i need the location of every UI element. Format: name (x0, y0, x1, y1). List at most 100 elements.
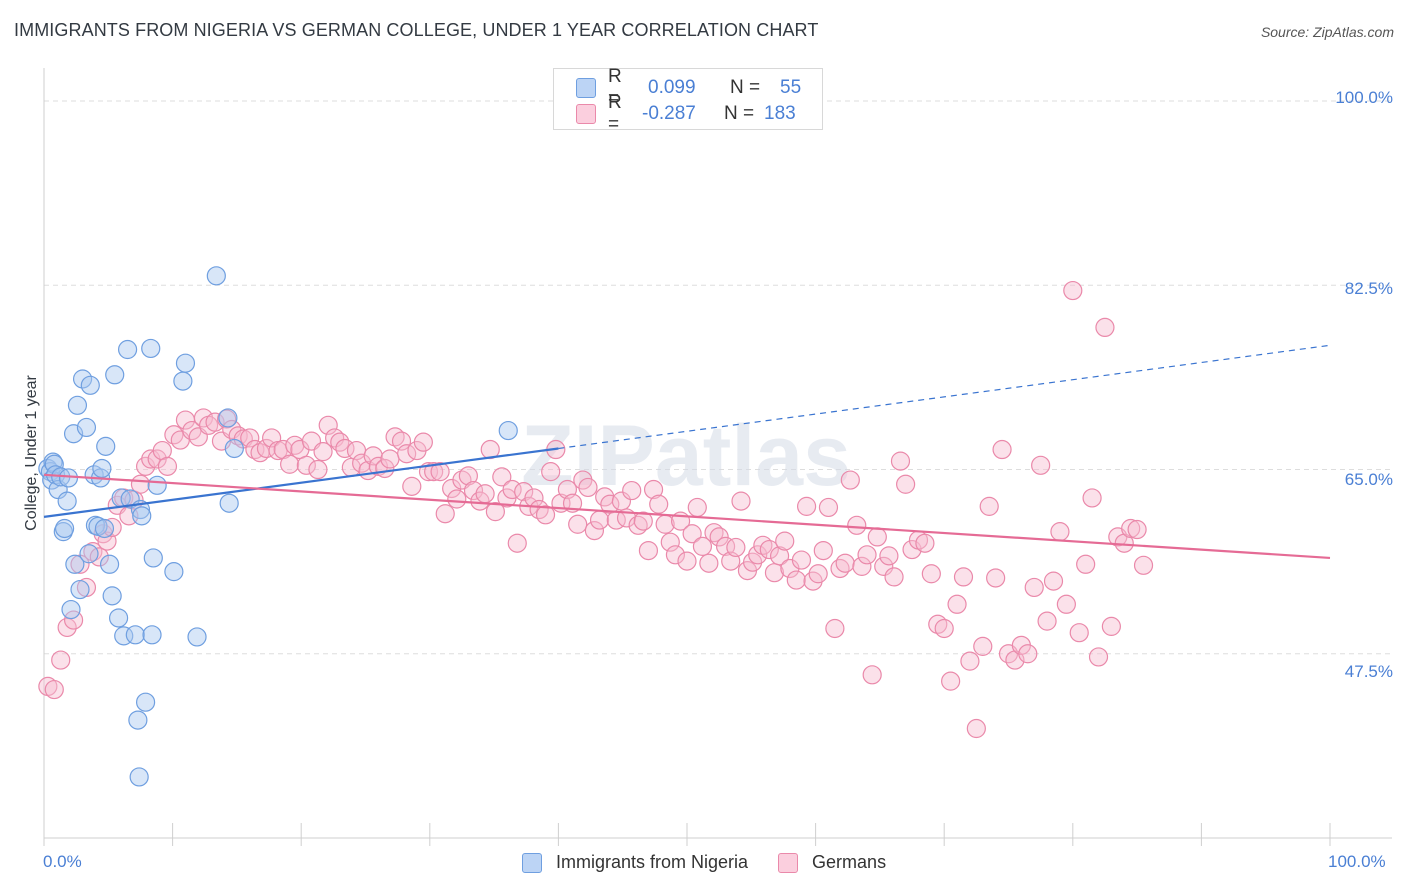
nigeria-point (67, 395, 88, 415)
germans-point (896, 474, 916, 494)
r-label: R = (608, 92, 622, 135)
germans-point (308, 459, 328, 480)
germans-point (731, 491, 751, 511)
germans-point (759, 539, 779, 560)
germans-point (1095, 317, 1115, 338)
nigeria-trend-extension (558, 344, 1331, 450)
germans-point (874, 556, 894, 576)
germans-point (867, 527, 887, 547)
germans-point (380, 449, 400, 469)
nigeria-point (120, 489, 140, 509)
germans-point (677, 551, 697, 571)
nigeria-point (44, 454, 64, 474)
germans-point (808, 564, 828, 584)
nigeria-point (94, 518, 115, 539)
germans-point (424, 462, 444, 482)
nigeria-point (224, 438, 244, 459)
germans-point (890, 451, 911, 471)
germans-point (1133, 555, 1154, 575)
germans-point (682, 524, 702, 544)
germans-point (413, 432, 433, 452)
germans-point (330, 432, 350, 452)
legend-label-germans: Germans (812, 852, 887, 872)
germans-point (847, 515, 867, 535)
germans-point (665, 545, 686, 565)
legend-swatch-nigeria (522, 852, 542, 873)
nigeria-point (102, 586, 122, 606)
germans-point (692, 536, 713, 556)
germans-point (313, 442, 333, 462)
chart-title: IMMIGRANTS FROM NIGERIA VS GERMAN COLLEG… (14, 20, 819, 40)
nigeria-point (164, 562, 184, 582)
germans-point (584, 520, 605, 541)
axes (43, 68, 1392, 846)
germans-point (435, 504, 455, 524)
x-tick-label-right: 100.0% (1328, 852, 1386, 871)
germans-point (228, 426, 248, 446)
germans-trend-line (43, 473, 1331, 560)
germans-point (643, 479, 664, 500)
germans-point (941, 671, 961, 691)
germans-point (1063, 280, 1083, 301)
germans-point (1056, 594, 1076, 614)
nigeria-point (72, 369, 93, 389)
germans-point (862, 665, 882, 685)
germans-point (51, 650, 71, 670)
germans-point (1088, 647, 1109, 667)
germans-point (986, 568, 1006, 588)
nigeria-trend-line (43, 447, 559, 518)
germans-point (699, 553, 719, 573)
germans-point (240, 428, 260, 448)
source-credit: Source: ZipAtlas.com (1260, 24, 1394, 40)
germans-point (363, 446, 383, 466)
germans-point (1037, 611, 1057, 631)
germans-point (57, 617, 77, 638)
germans-point (748, 545, 768, 565)
nigeria-point (92, 458, 112, 479)
germans-point (979, 496, 999, 516)
germans-point (1050, 522, 1070, 542)
germans-point (1076, 554, 1096, 574)
n-label: N = (730, 77, 761, 98)
nigeria-point (219, 493, 239, 513)
germans-point (709, 527, 729, 547)
germans-point (1101, 616, 1121, 636)
legend-label-nigeria: Immigrants from Nigeria (556, 852, 749, 872)
germans-point (1031, 455, 1051, 475)
nigeria-point (173, 371, 193, 391)
germans-point (1069, 623, 1089, 643)
nigeria-point (65, 554, 85, 574)
germans-point (934, 618, 954, 639)
x-tick-label-left: 0.0% (43, 852, 82, 871)
nigeria-point (135, 692, 156, 712)
germans-point (502, 479, 522, 500)
germans-point (791, 550, 812, 570)
germans-point (622, 480, 642, 501)
germans-point (818, 497, 839, 518)
series-legend: Immigrants from Nigeria Germans (522, 852, 916, 873)
nigeria-point (129, 767, 149, 787)
germans-point (589, 510, 610, 530)
germans-point (335, 438, 355, 459)
y-tick-label: 82.5% (1344, 279, 1393, 298)
germans-point (1082, 488, 1102, 508)
germans-point (458, 466, 478, 486)
germans-point (835, 553, 855, 573)
germans-point (915, 533, 935, 553)
germans-point (157, 456, 178, 476)
germans-point (402, 476, 422, 496)
legend-item-nigeria[interactable]: Immigrants from Nigeria (522, 852, 748, 873)
germans-point (638, 540, 659, 561)
germans-point (296, 455, 316, 475)
legend-item-germans[interactable]: Germans (778, 852, 886, 873)
germans-point (514, 482, 534, 502)
nigeria-point (498, 420, 518, 441)
germans-point (205, 412, 225, 432)
germans-point (992, 439, 1012, 460)
nigeria-point (80, 375, 100, 395)
nigeria-point (175, 353, 196, 373)
germans-point (447, 489, 467, 509)
nigeria-point (218, 408, 238, 428)
nigeria-point (206, 266, 226, 286)
